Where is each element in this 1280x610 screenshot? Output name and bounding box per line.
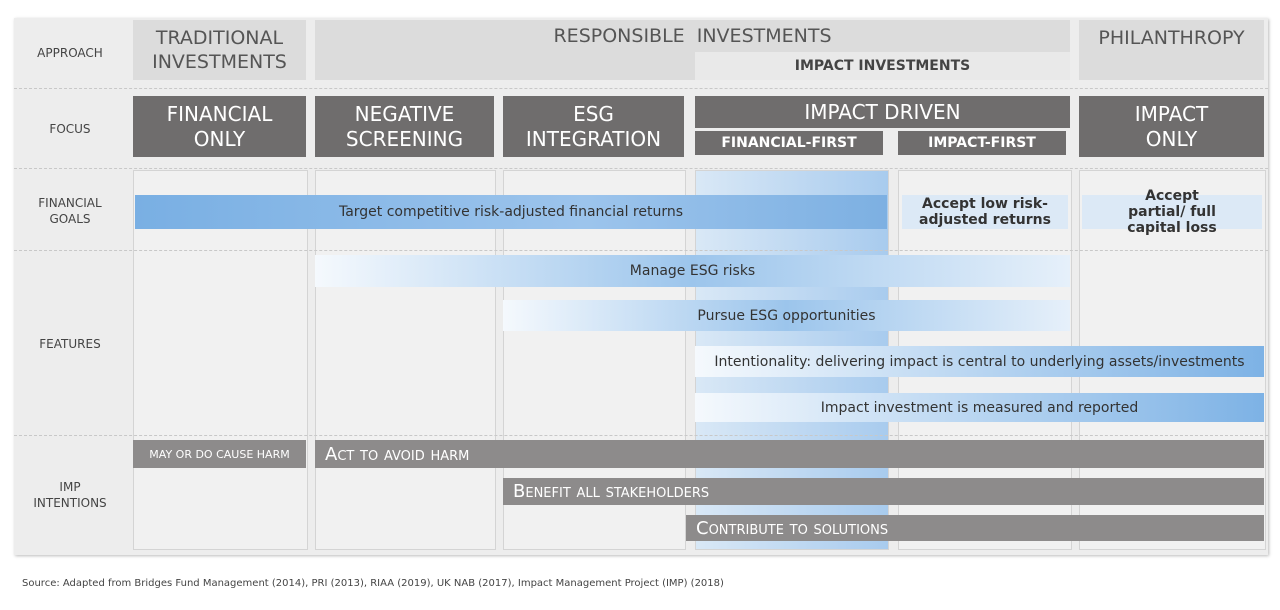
approach-header: TRADITIONAL INVESTMENTS [133,20,306,80]
feature-bar: Manage ESG risks [315,255,1070,287]
approach-header: RESPONSIBLE INVESTMENTS [315,20,1070,52]
intention-bar: Contribute to solutions [686,515,1264,541]
intention-box: MAY OR DO CAUSE HARM [133,440,306,468]
focus-header: IMPACT ONLY [1079,96,1264,157]
intention-bar: Act to avoid harm [315,440,1264,468]
focus-header: IMPACT DRIVEN [695,96,1070,128]
feature-bar: Intentionality: delivering impact is cen… [695,346,1264,377]
divider [14,168,1268,169]
focus-header: FINANCIAL ONLY [133,96,306,157]
column [133,170,308,550]
goal-box: Accept partial/ full capital loss [1082,188,1262,236]
column [315,170,496,550]
focus-subheader: IMPACT-FIRST [898,131,1066,155]
approach-fill [315,52,695,80]
feature-bar: Pursue ESG opportunities [503,300,1070,331]
approach-header: PHILANTHROPY [1079,20,1264,80]
goal-bar: Target competitive risk-adjusted financi… [135,195,887,229]
feature-bar: Impact investment is measured and report… [695,393,1264,422]
divider [14,88,1268,89]
divider [14,435,1268,436]
row-label: FINANCIAL GOALS [38,196,102,226]
source-note: Source: Adapted from Bridges Fund Manage… [22,577,724,589]
goal-box: Accept low risk-adjusted returns [902,195,1068,229]
divider [14,250,1268,251]
row-label: IMP INTENTIONS [33,480,107,510]
approach-subheader: IMPACT INVESTMENTS [695,52,1070,80]
focus-subheader: FINANCIAL-FIRST [695,131,883,155]
focus-header: NEGATIVE SCREENING [315,96,494,157]
row-label: APPROACH [37,46,103,60]
focus-header: ESG INTEGRATION [503,96,684,157]
row-label: FOCUS [49,122,91,136]
intention-bar: Benefit all stakeholders [503,478,1264,505]
row-label: FEATURES [39,337,101,351]
